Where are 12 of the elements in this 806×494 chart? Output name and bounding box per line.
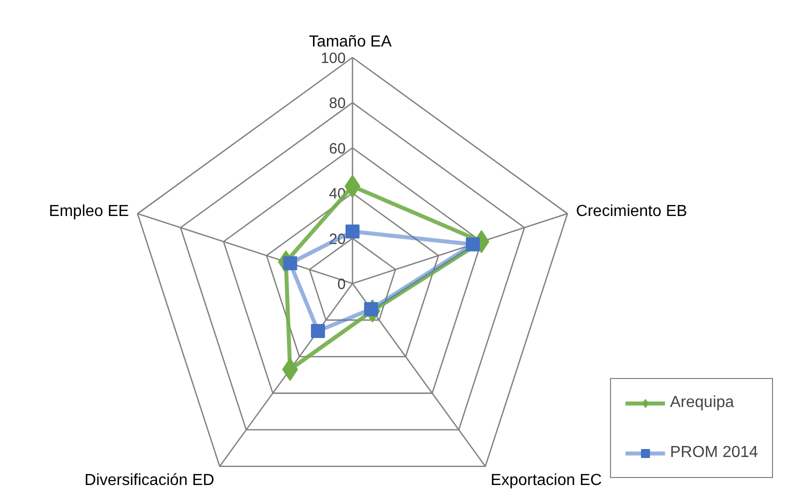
- y-tick-label: 60: [329, 140, 346, 158]
- spoke-label: Diversificación ED: [84, 472, 214, 489]
- y-tick-label: 100: [320, 50, 346, 67]
- spoke-label: Crecimiento EB: [576, 203, 688, 220]
- y-tick-label: 80: [329, 95, 346, 112]
- legend-label: Arequipa: [670, 394, 734, 412]
- spoke-label: Exportacion EC: [490, 472, 602, 489]
- legend-label: PROM 2014: [670, 444, 758, 462]
- spoke-label: Empleo EE: [48, 203, 129, 220]
- y-tick-label: 20: [329, 230, 346, 248]
- spoke-label: Tamaño EA: [308, 34, 392, 51]
- y-tick-label: 0: [337, 276, 346, 293]
